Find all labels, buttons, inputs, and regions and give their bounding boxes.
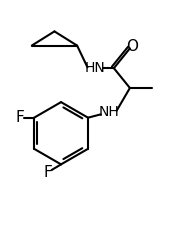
Text: HN: HN bbox=[85, 61, 105, 75]
Text: F: F bbox=[44, 165, 52, 180]
Text: O: O bbox=[126, 39, 138, 54]
Text: NH: NH bbox=[99, 106, 120, 119]
Text: F: F bbox=[16, 110, 24, 125]
